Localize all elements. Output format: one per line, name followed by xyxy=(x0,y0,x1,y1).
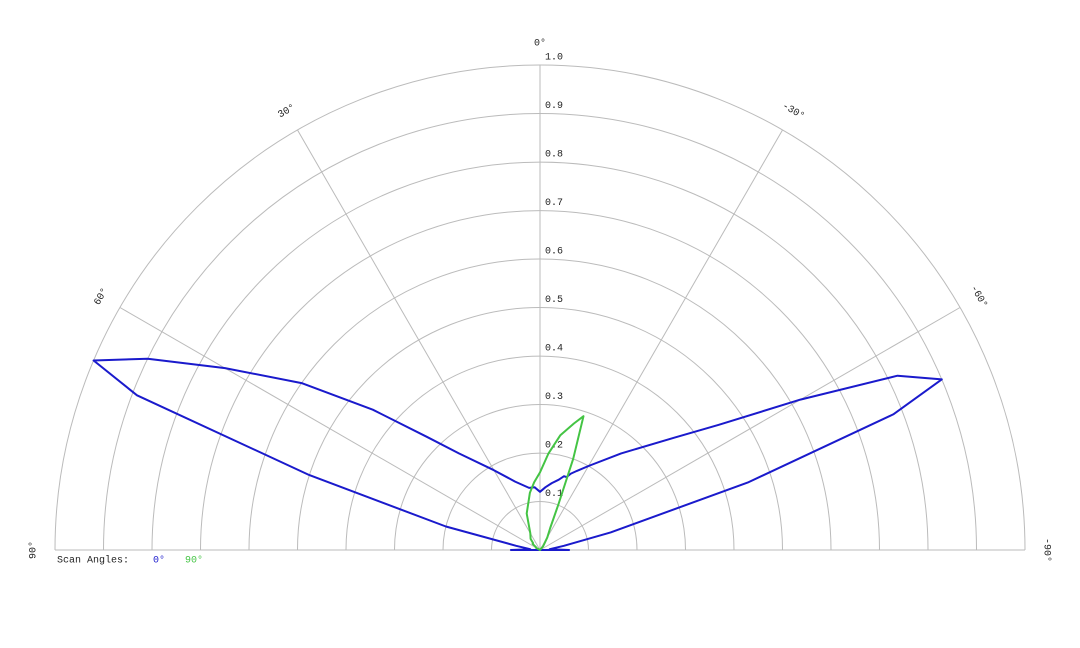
radial-tick-label: 1.0 xyxy=(545,53,563,64)
radial-tick-label: 0.6 xyxy=(545,247,563,258)
angle-tick-label: 30° xyxy=(276,102,298,121)
grid-spoke xyxy=(297,129,541,551)
series-line xyxy=(525,415,585,551)
angle-tick-label: 60° xyxy=(92,286,111,308)
angle-tick-label: -60° xyxy=(967,283,989,310)
angle-tick-label: -30° xyxy=(780,100,807,122)
legend-title: Scan Angles: xyxy=(57,555,129,567)
grid-spoke xyxy=(539,307,961,551)
grid-spoke xyxy=(119,307,541,551)
grid-spoke xyxy=(539,129,783,551)
radial-tick-label: 0.1 xyxy=(545,489,563,500)
radial-tick-label: 0.3 xyxy=(545,392,563,403)
legend-entry: 0° xyxy=(153,555,165,567)
radial-tick-label: 0.8 xyxy=(545,150,563,161)
series-line xyxy=(92,357,943,551)
radial-tick-label: 0.4 xyxy=(545,344,563,355)
angle-tick-label: 0° xyxy=(534,38,546,50)
radial-tick-label: 0.9 xyxy=(545,101,563,112)
angle-tick-label: -90° xyxy=(1040,538,1052,562)
angle-tick-label: 90° xyxy=(28,541,40,559)
radial-tick-label: 0.7 xyxy=(545,198,563,209)
legend-entry: 90° xyxy=(185,555,203,567)
radial-tick-label: 0.5 xyxy=(545,295,563,306)
